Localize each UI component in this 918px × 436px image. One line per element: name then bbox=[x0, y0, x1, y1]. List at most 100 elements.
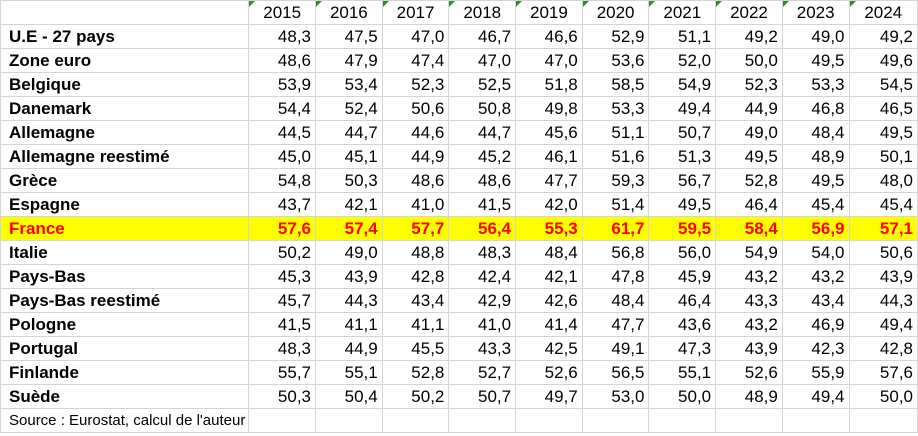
value-cell[interactable]: 49,5 bbox=[781, 48, 850, 73]
value-cell[interactable]: 59,5 bbox=[648, 216, 717, 241]
value-cell[interactable]: 53,4 bbox=[315, 72, 383, 97]
value-cell[interactable]: 49,4 bbox=[781, 384, 850, 409]
header-year-cell[interactable]: 2022 bbox=[715, 0, 783, 25]
value-cell[interactable]: 42,1 bbox=[315, 192, 383, 217]
empty-cell[interactable] bbox=[581, 408, 650, 433]
value-cell[interactable]: 52,3 bbox=[381, 72, 450, 97]
value-cell[interactable]: 50,0 bbox=[848, 384, 918, 409]
value-cell[interactable]: 42,8 bbox=[381, 264, 450, 289]
header-year-cell[interactable]: 2017 bbox=[381, 0, 450, 25]
value-cell[interactable]: 46,1 bbox=[515, 144, 583, 169]
value-cell[interactable]: 54,9 bbox=[715, 240, 783, 265]
value-cell[interactable]: 50,0 bbox=[715, 48, 783, 73]
value-cell[interactable]: 48,9 bbox=[715, 384, 783, 409]
value-cell[interactable]: 49,4 bbox=[648, 96, 717, 121]
value-cell[interactable]: 45,2 bbox=[448, 144, 517, 169]
value-cell[interactable]: 43,7 bbox=[248, 192, 317, 217]
value-cell[interactable]: 49,1 bbox=[581, 336, 650, 361]
value-cell[interactable]: 42,4 bbox=[448, 264, 517, 289]
value-cell[interactable]: 45,5 bbox=[381, 336, 450, 361]
value-cell[interactable]: 43,2 bbox=[715, 312, 783, 337]
row-label-cell[interactable]: Allemagne reestimé bbox=[0, 144, 250, 169]
empty-cell[interactable] bbox=[848, 408, 918, 433]
value-cell[interactable]: 55,7 bbox=[248, 360, 317, 385]
empty-cell[interactable] bbox=[648, 408, 717, 433]
value-cell[interactable]: 45,6 bbox=[515, 120, 583, 145]
row-label-cell[interactable]: Belgique bbox=[0, 72, 250, 97]
value-cell[interactable]: 44,3 bbox=[315, 288, 383, 313]
row-label-cell[interactable]: Pays-Bas reestimé bbox=[0, 288, 250, 313]
value-cell[interactable]: 46,6 bbox=[515, 24, 583, 49]
value-cell[interactable]: 52,5 bbox=[448, 72, 517, 97]
value-cell[interactable]: 56,8 bbox=[581, 240, 650, 265]
value-cell[interactable]: 46,9 bbox=[781, 312, 850, 337]
empty-cell[interactable] bbox=[248, 408, 317, 433]
value-cell[interactable]: 58,4 bbox=[715, 216, 783, 241]
value-cell[interactable]: 42,5 bbox=[515, 336, 583, 361]
value-cell[interactable]: 50,0 bbox=[648, 384, 717, 409]
row-label-cell[interactable]: Espagne bbox=[0, 192, 250, 217]
value-cell[interactable]: 43,2 bbox=[715, 264, 783, 289]
value-cell[interactable]: 49,2 bbox=[848, 24, 918, 49]
value-cell[interactable]: 51,4 bbox=[581, 192, 650, 217]
value-cell[interactable]: 47,8 bbox=[581, 264, 650, 289]
row-label-cell[interactable]: Italie bbox=[0, 240, 250, 265]
value-cell[interactable]: 48,4 bbox=[781, 120, 850, 145]
value-cell[interactable]: 51,1 bbox=[581, 120, 650, 145]
value-cell[interactable]: 49,4 bbox=[848, 312, 918, 337]
value-cell[interactable]: 48,6 bbox=[381, 168, 450, 193]
value-cell[interactable]: 52,0 bbox=[648, 48, 717, 73]
value-cell[interactable]: 45,4 bbox=[848, 192, 918, 217]
value-cell[interactable]: 49,6 bbox=[848, 48, 918, 73]
value-cell[interactable]: 41,0 bbox=[448, 312, 517, 337]
value-cell[interactable]: 55,9 bbox=[781, 360, 850, 385]
value-cell[interactable]: 48,9 bbox=[781, 144, 850, 169]
value-cell[interactable]: 53,0 bbox=[581, 384, 650, 409]
value-cell[interactable]: 50,2 bbox=[248, 240, 317, 265]
value-cell[interactable]: 46,8 bbox=[781, 96, 850, 121]
value-cell[interactable]: 43,9 bbox=[715, 336, 783, 361]
source-note[interactable]: Source : Eurostat, calcul de l'auteur bbox=[0, 408, 250, 433]
value-cell[interactable]: 47,0 bbox=[448, 48, 517, 73]
value-cell[interactable]: 53,6 bbox=[581, 48, 650, 73]
value-cell[interactable]: 56,5 bbox=[581, 360, 650, 385]
value-cell[interactable]: 49,5 bbox=[781, 168, 850, 193]
empty-cell[interactable] bbox=[781, 408, 850, 433]
value-cell[interactable]: 46,4 bbox=[648, 288, 717, 313]
value-cell[interactable]: 47,5 bbox=[315, 24, 383, 49]
value-cell[interactable]: 57,6 bbox=[848, 360, 918, 385]
value-cell[interactable]: 46,7 bbox=[448, 24, 517, 49]
row-label-cell[interactable]: Grèce bbox=[0, 168, 250, 193]
value-cell[interactable]: 49,7 bbox=[515, 384, 583, 409]
value-cell[interactable]: 41,1 bbox=[315, 312, 383, 337]
value-cell[interactable]: 48,3 bbox=[448, 240, 517, 265]
row-label-cell[interactable]: Portugal bbox=[0, 336, 250, 361]
value-cell[interactable]: 50,4 bbox=[315, 384, 383, 409]
value-cell[interactable]: 50,6 bbox=[381, 96, 450, 121]
value-cell[interactable]: 61,7 bbox=[581, 216, 650, 241]
value-cell[interactable]: 44,6 bbox=[381, 120, 450, 145]
header-year-cell[interactable]: 2018 bbox=[448, 0, 517, 25]
value-cell[interactable]: 52,9 bbox=[581, 24, 650, 49]
value-cell[interactable]: 46,5 bbox=[848, 96, 918, 121]
value-cell[interactable]: 51,3 bbox=[648, 144, 717, 169]
value-cell[interactable]: 54,8 bbox=[248, 168, 317, 193]
value-cell[interactable]: 48,6 bbox=[448, 168, 517, 193]
value-cell[interactable]: 58,5 bbox=[581, 72, 650, 97]
value-cell[interactable]: 44,3 bbox=[848, 288, 918, 313]
header-year-cell[interactable]: 2024 bbox=[848, 0, 918, 25]
row-label-cell[interactable]: Finlande bbox=[0, 360, 250, 385]
value-cell[interactable]: 50,2 bbox=[381, 384, 450, 409]
value-cell[interactable]: 45,3 bbox=[248, 264, 317, 289]
header-year-cell[interactable]: 2016 bbox=[315, 0, 383, 25]
value-cell[interactable]: 59,3 bbox=[581, 168, 650, 193]
value-cell[interactable]: 52,4 bbox=[315, 96, 383, 121]
value-cell[interactable]: 42,8 bbox=[848, 336, 918, 361]
value-cell[interactable]: 50,3 bbox=[315, 168, 383, 193]
header-year-cell[interactable]: 2015 bbox=[248, 0, 317, 25]
empty-cell[interactable] bbox=[315, 408, 383, 433]
value-cell[interactable]: 48,0 bbox=[848, 168, 918, 193]
value-cell[interactable]: 44,9 bbox=[315, 336, 383, 361]
row-label-cell[interactable]: U.E - 27 pays bbox=[0, 24, 250, 49]
value-cell[interactable]: 51,8 bbox=[515, 72, 583, 97]
